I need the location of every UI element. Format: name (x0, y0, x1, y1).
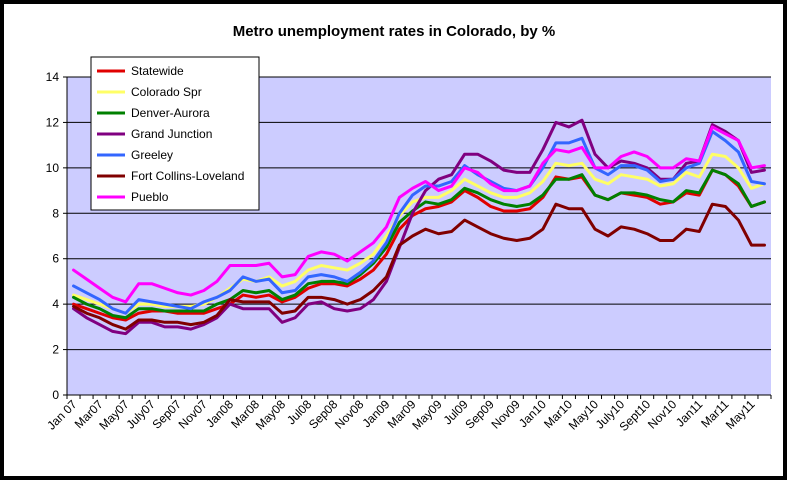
y-tick-label: 6 (52, 252, 59, 266)
y-tick-label: 8 (52, 206, 59, 220)
x-tick-label: Nov10 (645, 397, 680, 432)
y-tick-label: 0 (52, 388, 59, 402)
x-tick-label: May08 (253, 397, 289, 433)
chart-title: Metro unemployment rates in Colorado, by… (233, 23, 556, 40)
line-chart: Metro unemployment rates in Colorado, by… (44, 23, 772, 434)
x-tick-label: Nov09 (488, 397, 523, 432)
series-line-greeley (72, 130, 766, 315)
x-tick-label: May07 (96, 397, 132, 433)
gridlines (67, 76, 771, 351)
series-line-pueblo (72, 125, 766, 304)
legend-label-fort-collins-loveland: Fort Collins-Loveland (131, 169, 244, 183)
legend-label-grand-junction: Grand Junction (131, 127, 212, 141)
series-line-statewide (72, 168, 766, 322)
x-tick-label: Jan11 (673, 397, 706, 430)
x-tick-label: Jan 07 (44, 397, 80, 433)
x-tick-label: Nov08 (332, 397, 367, 432)
x-tick-label: May09 (409, 397, 445, 433)
legend: Statewide Colorado Spr Denver-Aurora Grand … (90, 56, 260, 211)
series-line-grand-junction (72, 118, 766, 336)
y-tick-label: 14 (46, 70, 60, 84)
series-line-denver-aurora (72, 168, 766, 320)
series-line-fort-collins-loveland (72, 202, 766, 331)
series-lines (72, 118, 766, 336)
y-tick-label: 2 (52, 343, 59, 357)
legend-label-denver-aurora: Denver-Aurora (131, 106, 210, 120)
chart-area: Metro unemployment rates in Colorado, by… (4, 4, 783, 476)
y-tick-label: 4 (52, 297, 59, 311)
y-tick-label: 10 (46, 161, 60, 175)
x-tick-label: May11 (723, 397, 758, 432)
legend-label-greeley: Greeley (131, 148, 173, 162)
x-tick-label: Nov07 (176, 397, 211, 432)
legend-label-pueblo: Pueblo (131, 190, 169, 204)
y-tick-label: 12 (46, 115, 60, 129)
legend-label-statewide: Statewide (131, 64, 184, 78)
x-tick-label: May10 (566, 397, 602, 433)
legend-label-colorado-spr: Colorado Spr (131, 85, 202, 99)
